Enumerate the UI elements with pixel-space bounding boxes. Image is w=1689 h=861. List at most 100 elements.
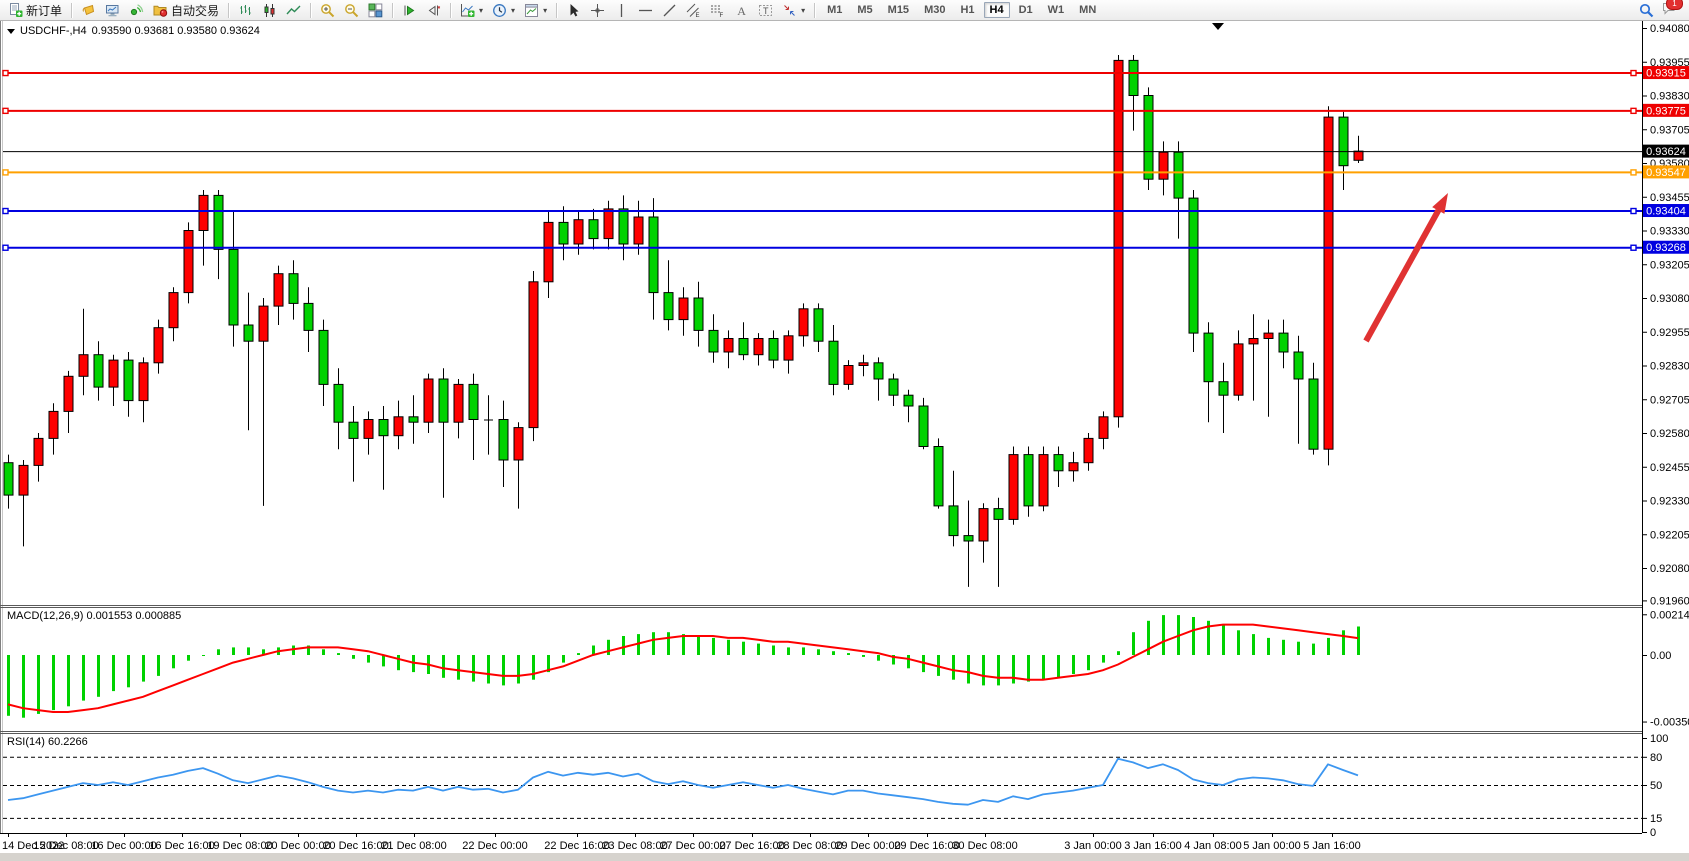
chart-shift-icon (426, 3, 441, 18)
toolbar-separator (310, 2, 312, 18)
vertical-line-button[interactable] (610, 0, 633, 21)
indicators-icon (460, 3, 475, 18)
line-chart-button[interactable] (282, 0, 305, 21)
timeframe-W1[interactable]: W1 (1047, 4, 1065, 16)
tile-windows-icon (368, 3, 383, 18)
bucket-icon (81, 3, 96, 18)
svg-text:0.91960: 0.91960 (1650, 595, 1689, 607)
svg-text:50: 50 (1650, 780, 1662, 792)
svg-text:0.92455: 0.92455 (1650, 462, 1689, 474)
zoom-out-icon (344, 3, 359, 18)
channel-icon: E (686, 3, 701, 18)
svg-text:21 Dec 08:00: 21 Dec 08:00 (381, 840, 446, 852)
svg-text:0.93404: 0.93404 (1646, 206, 1686, 218)
timeframe-MN[interactable]: MN (1079, 4, 1097, 16)
ohlc-values: 0.93590 0.93681 0.93580 0.93624 (91, 25, 260, 37)
fibonacci-button[interactable]: F (706, 0, 729, 21)
svg-text:0.93205: 0.93205 (1650, 259, 1689, 271)
indicators-button[interactable]: ▾ (456, 0, 487, 21)
svg-text:0.93955: 0.93955 (1650, 57, 1689, 69)
toolbar-separator (814, 2, 816, 18)
dropdown-caret-icon[interactable]: ▾ (479, 5, 484, 15)
new-order-button[interactable]: 新订单 (4, 0, 66, 21)
zoom-out-button[interactable] (340, 0, 363, 21)
timeframe-H4[interactable]: H4 (983, 2, 1010, 18)
terminal-button[interactable] (101, 0, 124, 21)
text-label-button[interactable]: T (754, 0, 777, 21)
svg-text:15 Dec 08:00: 15 Dec 08:00 (33, 840, 98, 852)
svg-text:0.93775: 0.93775 (1646, 105, 1686, 117)
bar-chart-icon (238, 3, 253, 18)
toolbar-right-group: 1 (1639, 0, 1685, 20)
svg-text:0.92330: 0.92330 (1650, 496, 1689, 508)
candlestick-button[interactable] (258, 0, 281, 21)
toolbar-separator (450, 2, 452, 18)
svg-text:0.93080: 0.93080 (1650, 293, 1689, 305)
svg-text:22 Dec 16:00: 22 Dec 16:00 (544, 840, 609, 852)
window-bottom-edge (0, 853, 1689, 861)
dropdown-caret-icon[interactable]: ▾ (543, 5, 548, 15)
svg-text:0.92830: 0.92830 (1650, 361, 1689, 373)
line-chart-icon (286, 3, 301, 18)
svg-text:0.00: 0.00 (1650, 650, 1671, 662)
svg-text:0.93268: 0.93268 (1646, 242, 1686, 254)
periods-button[interactable]: ▾ (488, 0, 519, 21)
svg-text:0.93705: 0.93705 (1650, 124, 1689, 136)
svg-text:27 Dec 00:00: 27 Dec 00:00 (660, 840, 725, 852)
svg-text:-0.003502: -0.003502 (1650, 717, 1689, 729)
auto-scroll-icon (402, 3, 417, 18)
timeframe-D1[interactable]: D1 (1018, 4, 1033, 16)
styler-button[interactable] (77, 0, 100, 21)
bar-chart-button[interactable] (234, 0, 257, 21)
timeframe-H1[interactable]: H1 (960, 4, 975, 16)
svg-text:16 Dec 16:00: 16 Dec 16:00 (149, 840, 214, 852)
zoom-in-button[interactable] (316, 0, 339, 21)
channel-button[interactable]: E (682, 0, 705, 21)
zoom-in-icon (320, 3, 335, 18)
candlestick-icon (262, 3, 277, 18)
dropdown-caret-icon[interactable]: ▾ (511, 5, 516, 15)
toolbar-separator (228, 2, 230, 18)
svg-text:F: F (720, 13, 724, 18)
crosshair-button[interactable] (586, 0, 609, 21)
trendline-button[interactable] (658, 0, 681, 21)
macd-indicator-label: MACD(12,26,9) 0.001553 0.000885 (7, 610, 182, 622)
text-button[interactable]: A (730, 0, 753, 21)
timeframe-M1[interactable]: M1 (827, 4, 843, 16)
notifications-button[interactable]: 1 (1662, 0, 1683, 20)
rsi-indicator-label: RSI(14) 60.2266 (7, 736, 88, 748)
svg-text:0.93455: 0.93455 (1650, 192, 1689, 204)
svg-text:28 Dec 08:00: 28 Dec 08:00 (777, 840, 842, 852)
autotrading-button-label: 自动交易 (171, 3, 220, 18)
timeframe-M30[interactable]: M30 (924, 4, 946, 16)
vline-icon (614, 3, 629, 18)
search-icon[interactable] (1639, 3, 1654, 18)
svg-text:0.92580: 0.92580 (1650, 428, 1689, 440)
chart-shift-button[interactable] (422, 0, 445, 21)
svg-text:15: 15 (1650, 813, 1662, 825)
timeframe-M5[interactable]: M5 (857, 4, 873, 16)
auto-scroll-button[interactable] (398, 0, 421, 21)
dropdown-caret-icon[interactable]: ▾ (801, 5, 806, 15)
cursor-icon (566, 3, 581, 18)
chart-title: USDCHF-,H4 0.93590 0.93681 0.93580 0.9362… (7, 25, 260, 37)
signals-button[interactable] (125, 0, 148, 21)
timeframe-M15[interactable]: M15 (887, 4, 910, 16)
svg-text:0.93830: 0.93830 (1650, 91, 1689, 103)
autotrading-button[interactable]: 自动交易 (149, 0, 223, 21)
templates-button[interactable]: ▾ (520, 0, 551, 21)
cursor-button[interactable] (562, 0, 585, 21)
autotrading-icon (153, 3, 168, 18)
svg-text:0.93330: 0.93330 (1650, 226, 1689, 238)
crosshair-icon (590, 3, 605, 18)
horizontal-line-button[interactable] (634, 0, 657, 21)
svg-text:80: 80 (1650, 752, 1662, 764)
tile-windows-button[interactable] (364, 0, 387, 21)
svg-text:0.94080: 0.94080 (1650, 23, 1689, 35)
svg-text:20 Dec 00:00: 20 Dec 00:00 (265, 840, 330, 852)
arrows-button[interactable]: ▾ (778, 0, 809, 21)
toolbar-separator (556, 2, 558, 18)
